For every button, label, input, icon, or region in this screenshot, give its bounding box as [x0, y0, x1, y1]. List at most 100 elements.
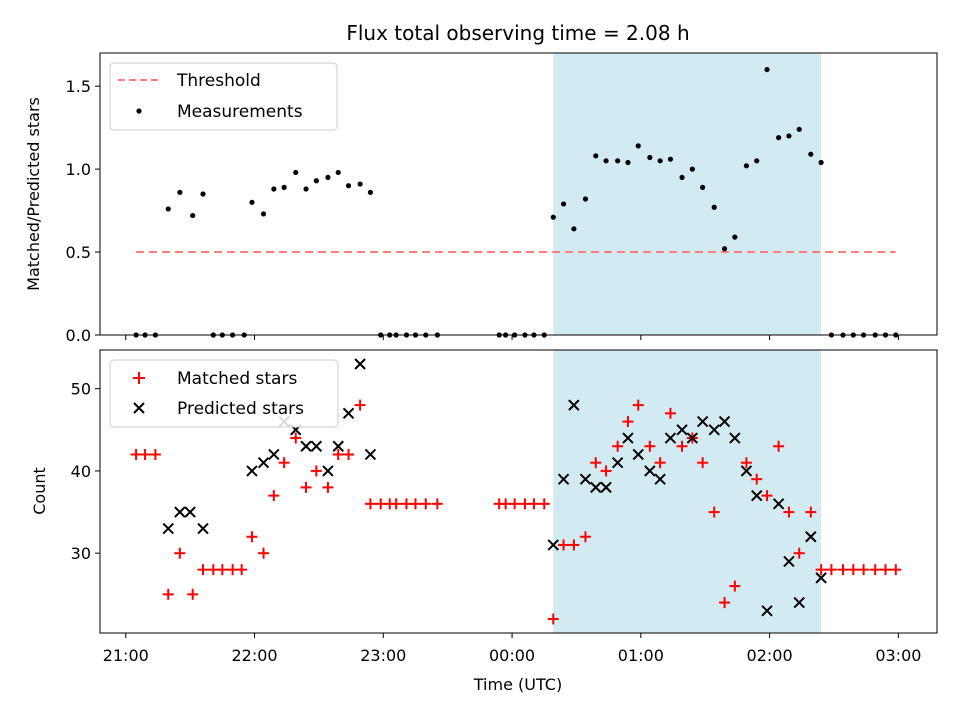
measurement-point — [325, 174, 331, 181]
top-legend: Threshold Measurements — [109, 62, 338, 131]
matched-star-point — [343, 448, 355, 460]
x-tick-label: 02:00 — [747, 646, 793, 665]
observing-window-shade — [553, 350, 822, 633]
predicted-star-point — [761, 605, 773, 617]
measurement-point — [786, 133, 792, 139]
measurement-point — [635, 143, 641, 149]
observing-window-shade — [553, 53, 822, 335]
matched-star-point — [310, 465, 322, 477]
threshold-legend-label: Threshold — [176, 71, 261, 91]
matched-star-point — [197, 564, 209, 576]
measurements-legend-label: Measurements — [177, 102, 303, 122]
measurement-point — [615, 158, 621, 164]
bottom-axes-frame — [99, 349, 938, 634]
predicted-star-point — [579, 473, 592, 485]
matched-star-point — [761, 490, 773, 502]
predicted-star-point — [793, 596, 805, 609]
matched-star-point — [409, 498, 421, 510]
measurement-point — [313, 178, 319, 184]
predicted-star-point — [644, 465, 656, 477]
predicted-star-point — [783, 555, 795, 568]
predicted-star-point — [772, 498, 785, 510]
x-tick-label: 21:00 — [103, 646, 149, 665]
measurement-point — [260, 211, 267, 217]
y-tick-label: 1.0 — [66, 160, 91, 179]
measurement-point — [603, 158, 609, 164]
matched-star-point — [890, 564, 902, 576]
predicted-star-point — [696, 415, 709, 428]
measurement-point — [571, 226, 577, 232]
matched-star-point — [558, 539, 570, 551]
predicted-star-point — [654, 473, 666, 485]
predicted-star-point — [815, 572, 827, 584]
y-tick-label: 50 — [71, 380, 91, 399]
measurement-point — [249, 199, 255, 205]
measurement-point — [271, 186, 277, 192]
matched-stars-legend-marker — [133, 372, 145, 384]
matched-stars-legend-label: Matched stars — [177, 369, 297, 389]
x-tick-label: 22:00 — [231, 646, 277, 665]
x-tick-label: 01:00 — [618, 646, 664, 665]
top-panel: 0.0 0.5 1.0 1.5 Flux total observing time =… — [24, 21, 938, 345]
matched-star-point — [528, 498, 540, 510]
matched-star-point — [538, 498, 550, 510]
predicted-star-point — [664, 432, 677, 444]
predicted-star-point — [590, 481, 602, 494]
matched-star-point — [632, 399, 644, 411]
measurement-point — [743, 163, 750, 169]
x-axis-label: Time (UTC) — [473, 675, 562, 694]
measurement-point — [345, 183, 352, 189]
matched-star-point — [149, 448, 161, 460]
predicted-star-point — [257, 456, 270, 469]
matched-star-point — [600, 465, 612, 477]
matched-star-point — [258, 547, 270, 559]
predicted-star-point — [686, 432, 699, 444]
bottom-y-axis-label: Count — [30, 467, 49, 515]
matched-star-point — [174, 547, 186, 559]
matched-star-point — [664, 407, 676, 419]
measurement-point — [357, 181, 363, 187]
matched-star-point — [654, 457, 666, 469]
measurement-point — [679, 174, 685, 181]
predicted-stars-legend-label: Predicted stars — [177, 399, 304, 419]
measurement-point — [657, 158, 663, 164]
matched-star-point — [268, 490, 280, 502]
measurements-legend-marker — [136, 108, 142, 114]
predicted-stars-legend-marker — [133, 402, 145, 414]
matched-star-point — [162, 588, 174, 600]
measurement-point — [200, 191, 206, 197]
matched-star-point — [390, 498, 402, 510]
matched-star-point — [568, 539, 580, 551]
predicted-star-point — [184, 506, 196, 518]
measurement-point — [764, 66, 770, 73]
chart-title: Flux total observing time = 2.08 h — [346, 21, 689, 45]
matched-star-point — [420, 498, 432, 510]
measurement-point — [303, 186, 309, 192]
top-y-axis-label: Matched/Predicted stars — [24, 97, 43, 291]
predicted-star-point — [718, 415, 731, 428]
measurement-point — [582, 196, 589, 202]
measurement-point — [281, 184, 287, 190]
predicted-star-point — [246, 465, 258, 477]
measurement-point — [190, 212, 196, 219]
x-tick-label: 03:00 — [875, 646, 921, 665]
matched-star-point — [869, 564, 881, 576]
matched-star-point — [858, 564, 870, 576]
predicted-star-point — [632, 448, 644, 461]
x-tick-label: 23:00 — [360, 646, 406, 665]
measurement-point — [754, 158, 760, 164]
predicted-star-point — [162, 522, 174, 535]
measurement-point — [550, 214, 556, 220]
top-legend-box — [109, 62, 338, 131]
matched-star-point — [815, 564, 827, 576]
measurement-point — [776, 135, 782, 141]
matched-star-point — [708, 506, 720, 518]
matched-star-point — [300, 481, 312, 493]
predicted-star-point — [174, 506, 186, 518]
matched-star-point — [236, 564, 248, 576]
matched-star-point — [322, 481, 334, 493]
predicted-star-point — [354, 358, 366, 370]
y-tick-label: 1.5 — [66, 77, 91, 96]
bottom-legend-box — [109, 359, 339, 428]
